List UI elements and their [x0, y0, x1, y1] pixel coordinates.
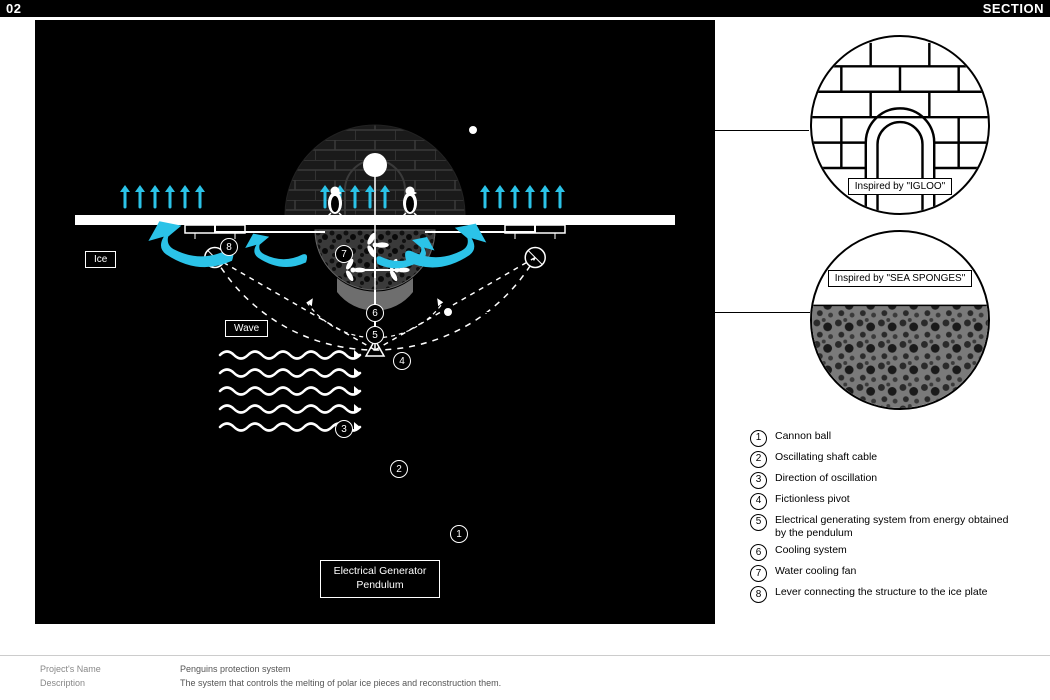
legend-item: 4 Fictionless pivot [750, 493, 1020, 510]
legend-text: Cannon ball [775, 430, 831, 443]
legend-text: Lever connecting the structure to the ic… [775, 586, 987, 599]
legend-number: 1 [750, 430, 767, 447]
footer-desc-label: Description [40, 678, 120, 688]
sponge-label: Inspired by "SEA SPONGES" [828, 270, 973, 287]
legend-item: 5 Electrical generating system from energ… [750, 514, 1020, 540]
legend-number: 2 [750, 451, 767, 468]
legend-text: Direction of oscillation [775, 472, 877, 485]
legend-number: 6 [750, 544, 767, 561]
diagram-marker-7: 7 [335, 245, 353, 263]
diagram-svg [35, 20, 715, 624]
legend: 1 Cannon ball 2 Oscillating shaft cable 3 Dir… [750, 430, 1020, 607]
igloo-label: Inspired by "IGLOO" [848, 178, 952, 195]
sponge-circle: Inspired by "SEA SPONGES" [810, 230, 990, 410]
legend-item: 1 Cannon ball [750, 430, 1020, 447]
ice-label: Ice [85, 251, 116, 268]
footer-project-label: Project's Name [40, 664, 120, 674]
page-number: 02 [6, 1, 21, 16]
legend-number: 5 [750, 514, 767, 531]
pendulum-title: Electrical Generator [334, 565, 427, 577]
legend-text: Fictionless pivot [775, 493, 850, 506]
right-column: Inspired by "IGLOO" Inspired by "SEA SPO… [720, 20, 1030, 624]
pendulum-label: Electrical Generator Pendulum [320, 560, 440, 598]
footer-desc-value: The system that controls the melting of … [180, 678, 501, 688]
page-header: 02 SECTION [0, 0, 1050, 17]
diagram-marker-8: 8 [220, 238, 238, 256]
legend-number: 8 [750, 586, 767, 603]
legend-item: 8 Lever connecting the structure to the i… [750, 586, 1020, 603]
footer-project-value: Penguins protection system [180, 664, 291, 674]
diagram-marker-2: 2 [390, 460, 408, 478]
legend-text: Cooling system [775, 544, 847, 557]
connector-line-igloo [479, 130, 809, 131]
main-diagram: 1 2 3 45 6 7 8 Ice Wave Electrical Generator Pendu… [35, 20, 715, 624]
legend-number: 4 [750, 493, 767, 510]
legend-text: Water cooling fan [775, 565, 856, 578]
diagram-marker-3: 3 [335, 420, 353, 438]
legend-number: 3 [750, 472, 767, 489]
legend-item: 6 Cooling system [750, 544, 1020, 561]
connector-dot-igloo [467, 124, 479, 136]
connector-dot-sponge [442, 306, 454, 318]
section-label: SECTION [983, 1, 1044, 16]
diagram-marker-4: 4 [393, 352, 411, 370]
legend-text: Oscillating shaft cable [775, 451, 877, 464]
diagram-marker-6: 6 [366, 304, 384, 322]
diagram-marker-5: 5 [366, 326, 384, 344]
legend-text: Electrical generating system from energy… [775, 514, 1020, 540]
legend-item: 7 Water cooling fan [750, 565, 1020, 582]
legend-item: 3 Direction of oscillation [750, 472, 1020, 489]
wave-label: Wave [225, 320, 268, 337]
legend-number: 7 [750, 565, 767, 582]
connector-line-sponge [454, 312, 810, 313]
page-footer: Project's Name Penguins protection syste… [0, 655, 1050, 700]
igloo-circle: Inspired by "IGLOO" [810, 35, 990, 215]
legend-item: 2 Oscillating shaft cable [750, 451, 1020, 468]
pendulum-sub: Pendulum [356, 579, 403, 591]
diagram-marker-1: 1 [450, 525, 468, 543]
